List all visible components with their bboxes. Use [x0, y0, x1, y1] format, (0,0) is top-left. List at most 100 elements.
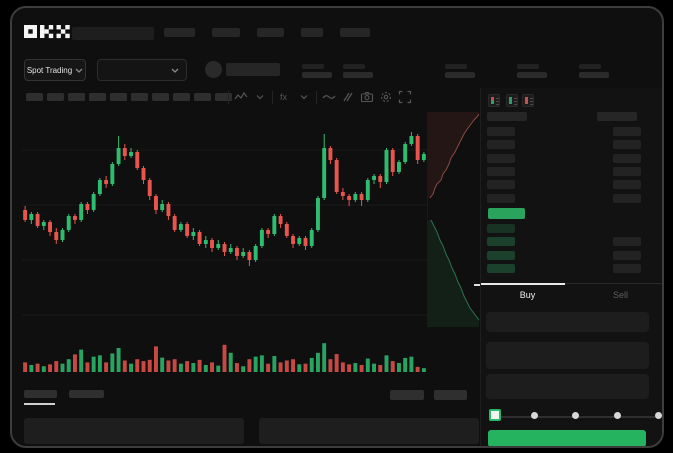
- bottom-action-2-skeleton[interactable]: [434, 390, 467, 400]
- fullscreen-icon[interactable]: [398, 90, 412, 104]
- depth-chart[interactable]: [427, 112, 483, 327]
- function-fx-icon[interactable]: fx: [278, 90, 292, 104]
- volume-bar: [60, 363, 65, 372]
- ask-amount-skeleton-1[interactable]: [613, 127, 641, 136]
- volume-bar: [303, 363, 308, 372]
- volume-bar: [160, 357, 165, 372]
- candle-body: [110, 164, 115, 184]
- candle-body: [384, 150, 389, 182]
- nav-item-skeleton-2[interactable]: [212, 28, 240, 37]
- timeframe-button-skeleton-8[interactable]: [173, 93, 190, 101]
- bid-price-skeleton-1[interactable]: [487, 224, 515, 233]
- ask-amount-skeleton-6[interactable]: [613, 194, 641, 203]
- candle-body: [160, 204, 165, 210]
- bottom-tab-1-skeleton[interactable]: [24, 390, 57, 398]
- price-input-skeleton[interactable]: [486, 312, 649, 332]
- timeframe-button-skeleton-2[interactable]: [47, 93, 64, 101]
- ask-amount-skeleton-5[interactable]: [613, 180, 641, 189]
- camera-icon[interactable]: [360, 90, 374, 104]
- settings-gear-icon[interactable]: [379, 90, 393, 104]
- timeframe-button-skeleton-3[interactable]: [68, 93, 85, 101]
- bid-amount-skeleton-4[interactable]: [613, 264, 641, 273]
- ask-price-skeleton-1[interactable]: [487, 127, 515, 136]
- book-asks-icon[interactable]: [522, 94, 534, 107]
- ask-amount-skeleton-3[interactable]: [613, 154, 641, 163]
- timeframe-button-skeleton-5[interactable]: [110, 93, 127, 101]
- candle-body: [48, 222, 53, 232]
- timeframe-button-skeleton-9[interactable]: [194, 93, 211, 101]
- asks-depth-line: [429, 113, 480, 199]
- total-input-skeleton[interactable]: [486, 374, 649, 399]
- last-price-highlight[interactable]: [488, 208, 525, 219]
- compare-slashes-icon[interactable]: [341, 90, 355, 104]
- last-price-tick: [474, 284, 483, 286]
- timeframe-button-skeleton-6[interactable]: [131, 93, 148, 101]
- candlestick-chart[interactable]: [22, 114, 427, 380]
- slider-handle[interactable]: [489, 409, 501, 421]
- ask-price-skeleton-4[interactable]: [487, 167, 515, 176]
- ask-price-skeleton-5[interactable]: [487, 180, 515, 189]
- slider-stop-4[interactable]: [614, 412, 621, 419]
- indicator-zigzag-icon[interactable]: [234, 90, 248, 104]
- slider-stop-3[interactable]: [572, 412, 579, 419]
- volume-bar: [23, 362, 28, 372]
- book-bids-icon[interactable]: [506, 94, 518, 107]
- candle-body: [210, 240, 215, 248]
- bid-amount-skeleton-2[interactable]: [613, 237, 641, 246]
- candle-body: [390, 150, 395, 172]
- candle-body: [185, 224, 190, 236]
- okx-logo[interactable]: [24, 24, 70, 40]
- slider-stop-5[interactable]: [655, 412, 662, 419]
- candle-body: [340, 192, 345, 196]
- volume-bar: [253, 356, 258, 372]
- amount-input-skeleton[interactable]: [486, 342, 649, 369]
- candle-body: [303, 238, 308, 246]
- nav-item-skeleton-1[interactable]: [164, 28, 195, 37]
- buy-submit-button[interactable]: [488, 430, 646, 446]
- book-combined-icon[interactable]: [488, 94, 500, 107]
- app-window: Spot Trading fx Buy: [10, 6, 664, 448]
- slider-stop-2[interactable]: [531, 412, 538, 419]
- candle-body: [421, 154, 426, 160]
- candle-body: [228, 248, 233, 252]
- bid-amount-skeleton-3[interactable]: [613, 251, 641, 260]
- candle-body: [29, 214, 34, 220]
- pair-selector-dropdown[interactable]: [97, 59, 187, 81]
- bid-price-skeleton-3[interactable]: [487, 251, 515, 260]
- bid-price-skeleton-4[interactable]: [487, 264, 515, 273]
- chevron-down-icon[interactable]: [253, 90, 267, 104]
- ask-price-skeleton-2[interactable]: [487, 140, 515, 149]
- ask-price-skeleton-3[interactable]: [487, 154, 515, 163]
- ask-amount-skeleton-4[interactable]: [613, 167, 641, 176]
- timeframe-button-skeleton-4[interactable]: [89, 93, 106, 101]
- candle-body: [415, 136, 420, 160]
- toolbar-separator: [272, 90, 273, 104]
- tab-sell[interactable]: Sell: [612, 290, 628, 300]
- candle-body: [147, 180, 152, 196]
- chevron-down-icon[interactable]: [297, 90, 311, 104]
- bid-price-skeleton-2[interactable]: [487, 237, 515, 246]
- stat-label-skeleton-5: [579, 64, 601, 69]
- svg-text:fx: fx: [280, 92, 288, 102]
- nav-item-skeleton-4[interactable]: [301, 28, 323, 37]
- asks-depth-area: [428, 112, 479, 198]
- ask-amount-skeleton-2[interactable]: [613, 140, 641, 149]
- volume-bar: [166, 360, 171, 372]
- nav-item-skeleton-3[interactable]: [257, 28, 284, 37]
- timeframe-button-skeleton-1[interactable]: [26, 93, 43, 101]
- market-type-selector[interactable]: Spot Trading: [24, 59, 86, 81]
- trendline-wave-icon[interactable]: [322, 90, 336, 104]
- volume-bar: [315, 352, 320, 372]
- bottom-action-1-skeleton[interactable]: [390, 390, 424, 400]
- ask-price-skeleton-6[interactable]: [487, 194, 515, 203]
- volume-bar: [216, 365, 221, 372]
- tab-buy[interactable]: Buy: [519, 290, 536, 300]
- volume-bar: [297, 364, 302, 372]
- candle-body: [216, 244, 221, 248]
- nav-item-skeleton-5[interactable]: [340, 28, 370, 37]
- volume-bar: [421, 368, 426, 372]
- bottom-tab-2-skeleton[interactable]: [69, 390, 104, 398]
- timeframe-button-skeleton-10[interactable]: [215, 93, 232, 101]
- timeframe-button-skeleton-7[interactable]: [152, 93, 169, 101]
- candle-body: [309, 230, 314, 246]
